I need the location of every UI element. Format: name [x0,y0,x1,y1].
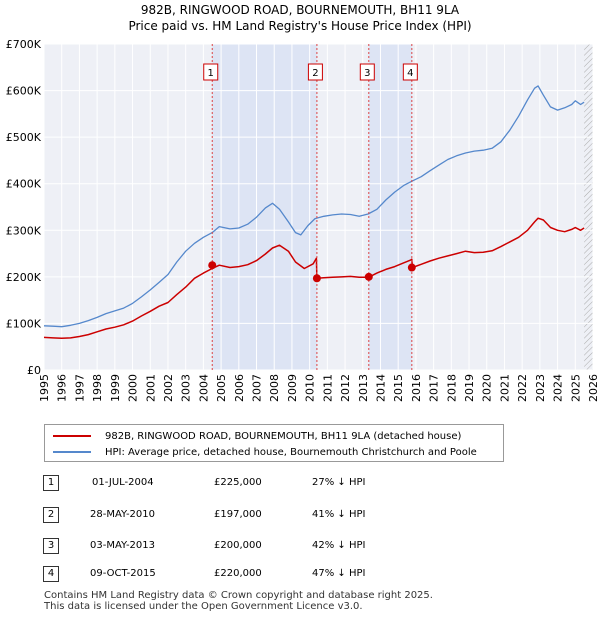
x-tick-label: 1997 [73,374,86,402]
x-tick-label: 2022 [516,374,529,402]
footer-line: This data is licensed under the Open Gov… [44,601,363,612]
price-chart: 1 2 3 4 £0 £100K £200K £300K £400K £500K £600K £70… [6,38,600,402]
footer-line: Contains HM Land Registry data © Crown c… [44,590,433,601]
sale-point [312,274,321,283]
x-tick-label: 2007 [251,374,264,402]
transaction-hpi: 47% ↓ HPI [312,568,366,579]
legend-item-property: 982B, RINGWOOD ROAD, BOURNEMOUTH, BH11 9… [53,429,461,443]
y-tick-label: £200K [6,271,42,284]
transaction-price: £200,000 [214,540,262,551]
x-tick-label: 1995 [38,374,51,402]
x-tick-label: 2006 [233,374,246,402]
x-tick-label: 2019 [463,374,476,402]
transaction-number: 1 [43,475,59,491]
legend-swatch-hpi [53,451,91,453]
annotation-box [203,63,219,81]
legend: 982B, RINGWOOD ROAD, BOURNEMOUTH, BH11 9… [44,424,504,462]
y-tick-label: £600K [6,85,42,98]
shaded-ownership-period [212,44,317,370]
x-tick-label: 2017 [428,374,441,402]
y-tick-label: £700K [6,38,42,51]
x-tick-label: 2008 [268,374,281,402]
shaded-ownership-period [368,44,412,370]
chart-title: 982B, RINGWOOD ROAD, BOURNEMOUTH, BH11 9… [140,3,460,17]
chart-subtitle: Price paid vs. HM Land Registry's House … [128,19,472,33]
footer: Contains HM Land Registry data © Crown c… [44,590,433,612]
x-tick-label: 2004 [197,374,210,402]
x-tick-label: 2010 [304,374,317,402]
transaction-hpi: 41% ↓ HPI [312,509,366,520]
transaction-number: 3 [43,538,59,554]
transaction-price: £225,000 [214,477,262,488]
x-tick-label: 2015 [392,374,405,402]
y-tick-label: £500K [6,131,42,144]
x-tick-label: 2012 [339,374,352,402]
transaction-hpi: 42% ↓ HPI [312,540,366,551]
y-tick-label: £100K [6,317,42,330]
x-tick-label: 2025 [569,374,582,402]
annotation-label: 2 [312,68,318,79]
x-tick-label: 2020 [481,374,494,402]
annotation-label: 3 [364,68,370,79]
x-tick-label: 2003 [180,374,193,402]
transaction-date: 03-MAY-2013 [90,540,156,551]
x-tick-label: 2011 [321,374,334,402]
transaction-number: 4 [43,566,59,582]
transaction-date: 01-JUL-2004 [92,477,154,488]
x-tick-label: 2005 [215,374,228,402]
x-tick-label: 2024 [552,374,565,402]
x-tick-label: 2016 [410,374,423,402]
transaction-number: 2 [43,507,59,523]
x-tick-label: 2000 [127,374,140,402]
x-tick-label: 1998 [91,374,104,402]
transaction-date: 28-MAY-2010 [90,509,156,520]
x-tick-label: 2001 [144,374,157,402]
annotation-label: 4 [407,68,413,79]
transaction-hpi: 27% ↓ HPI [312,477,366,488]
legend-swatch-property [53,435,91,437]
legend-item-hpi: HPI: Average price, detached house, Bour… [53,445,477,459]
x-tick-label: 2026 [587,374,600,402]
x-tick-label: 1999 [109,374,122,402]
hpi-line [43,85,585,328]
x-tick-label: 1996 [56,374,69,402]
property-price-line [43,217,585,340]
y-tick-label: £0 [27,364,41,377]
y-tick-label: £400K [6,178,42,191]
future-hatch-region [584,44,593,370]
annotation-box [307,63,323,81]
x-tick-label: 2023 [534,374,547,402]
x-tick-label: 2013 [357,374,370,402]
annotation-box [359,63,375,81]
transaction-price: £197,000 [214,509,262,520]
legend-label-hpi: HPI: Average price, detached house, Bour… [105,446,477,458]
annotation-label: 1 [208,68,214,79]
x-tick-label: 2021 [498,374,511,402]
sale-point [208,261,217,270]
sale-point [407,263,416,272]
x-tick-label: 2018 [445,374,458,402]
annotation-box [402,63,418,81]
x-tick-label: 2002 [162,374,175,402]
x-tick-label: 2014 [374,374,387,402]
transaction-date: 09-OCT-2015 [90,568,156,579]
sale-point [364,272,373,281]
plot-area [44,44,593,370]
legend-label-property: 982B, RINGWOOD ROAD, BOURNEMOUTH, BH11 9… [105,430,462,442]
y-tick-label: £300K [6,224,42,237]
x-tick-label: 2009 [286,374,299,402]
transaction-price: £220,000 [214,568,262,579]
